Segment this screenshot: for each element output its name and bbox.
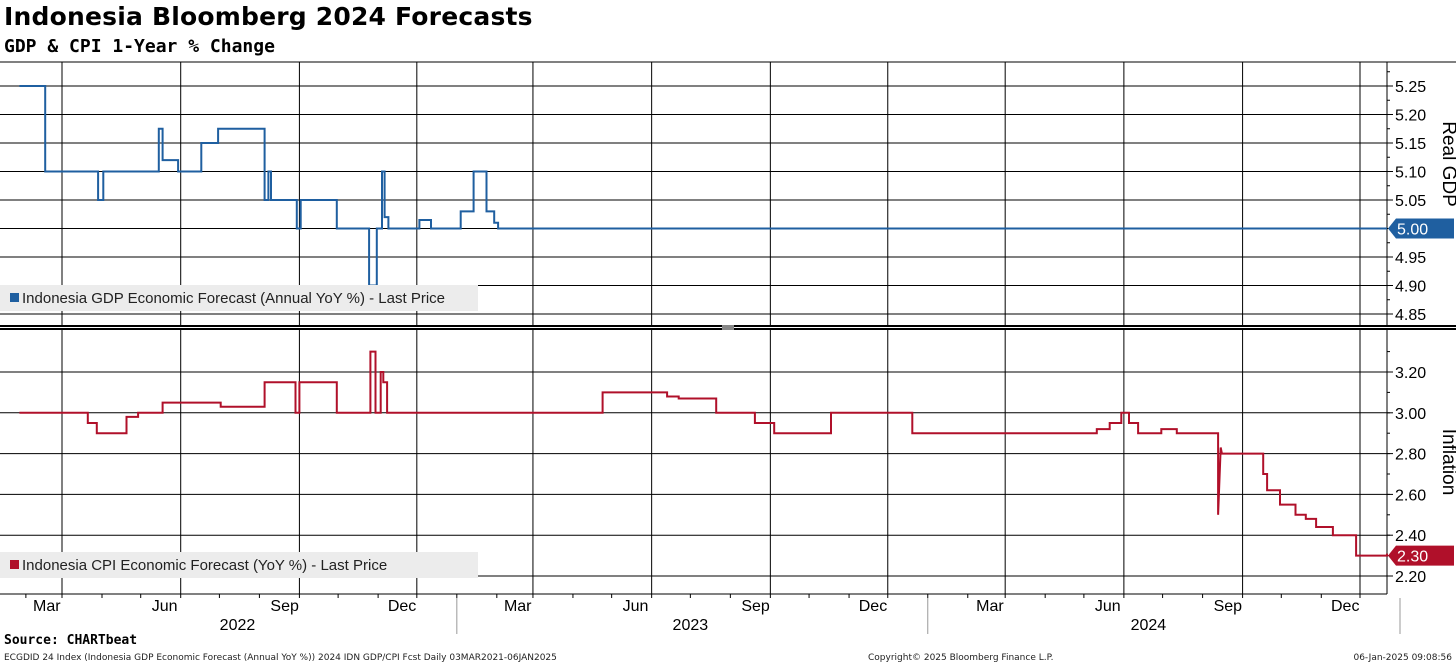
x-month-label: Mar [504,598,532,615]
cpi-ytick-label: 2.80 [1395,447,1426,464]
x-month-label: Jun [623,598,649,615]
gdp-ytick-label: 5.25 [1395,79,1426,96]
gdp-ytick-label: 5.05 [1395,193,1426,210]
gdp-legend-swatch [10,293,19,302]
cpi-ytick-label: 3.00 [1395,406,1426,423]
x-year-label: 2023 [673,617,709,634]
gdp-legend: Indonesia GDP Economic Forecast (Annual … [0,285,478,311]
x-month-label: Sep [270,598,299,615]
gdp-last-value-tag [1388,218,1454,239]
x-month-label: Dec [388,598,416,615]
gdp-ytick-label: 4.90 [1395,279,1426,296]
gdp-panel: 5.25 5.20 5.15 5.10 5.05 5.00 4.95 4.90 4.85 Indo… [0,62,1456,326]
gdp-ytick-label: 5.15 [1395,136,1426,153]
cpi-legend-swatch [10,560,19,569]
cpi-ytick-label: 2.20 [1395,569,1426,586]
gdp-legend-bg [0,285,478,311]
cpi-ytick-label: 3.20 [1395,365,1426,382]
gdp-axis-title: Real GDP [1438,121,1456,207]
x-month-label: Dec [859,598,887,615]
gdp-ytick-label: 5.10 [1395,165,1426,182]
x-month-label: Sep [1214,598,1243,615]
gdp-series-line [19,85,1387,287]
gdp-last-value-label: 5.00 [1397,222,1428,239]
footer-timestamp: 06-Jan-2025 09:08:56 [1353,653,1452,663]
gdp-ytick-label: 4.85 [1395,307,1426,324]
x-month-label: Mar [976,598,1004,615]
footer-index-description: ECGDID 24 Index (Indonesia GDP Economic … [4,653,557,663]
x-month-label: Jun [152,598,178,615]
cpi-panel: 3.20 3.00 2.80 2.60 2.40 2.20 Indonesia CPI Ec… [0,330,1456,594]
chart-subtitle: GDP & CPI 1-Year % Change [4,36,275,57]
cpi-legend-label: Indonesia CPI Economic Forecast (YoY %) … [22,557,387,574]
cpi-ytick-label: 2.60 [1395,487,1426,504]
x-month-label: Sep [741,598,770,615]
cpi-series-line [19,350,1388,557]
chart-title: Indonesia Bloomberg 2024 Forecasts [4,2,533,31]
gdp-ytick-label: 5.20 [1395,108,1426,125]
cpi-legend-bg [0,552,478,578]
cpi-last-value-tag [1388,545,1454,566]
x-month-label: Dec [1331,598,1359,615]
gdp-ytick-label: 4.95 [1395,250,1426,267]
source-label: Source: CHARTbeat [4,633,138,648]
cpi-axis-title: Inflation [1438,429,1456,496]
gdp-legend-label: Indonesia GDP Economic Forecast (Annual … [22,290,445,307]
x-month-label: Jun [1095,598,1121,615]
cpi-ytick-label: 2.40 [1395,528,1426,545]
cpi-last-value-label: 2.30 [1397,549,1428,566]
footer-copyright: Copyright© 2025 Bloomberg Finance L.P. [868,653,1054,663]
x-year-label: 2024 [1131,617,1167,634]
x-year-label: 2022 [220,617,256,634]
panel-resize-handle [722,325,734,330]
x-month-label: Mar [33,598,61,615]
cpi-legend: Indonesia CPI Economic Forecast (YoY %) … [0,552,478,578]
